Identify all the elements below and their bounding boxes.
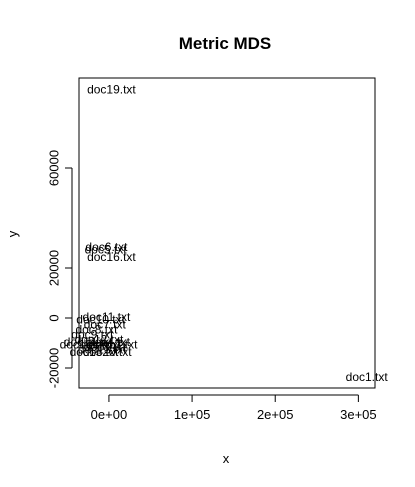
point-label: doc4.txt <box>88 335 131 349</box>
point-label: doc18.txt <box>60 338 109 352</box>
y-axis-label: y <box>5 230 20 237</box>
plot-frame <box>78 77 376 389</box>
point-label: doc7.txt <box>84 318 127 332</box>
x-tick-label: 3e+05 <box>340 407 377 422</box>
chart-title: Metric MDS <box>179 34 272 53</box>
y-axis: -20000 0 20000 60000 <box>46 150 73 388</box>
point-label: doc12.txt <box>75 333 124 347</box>
x-axis: 0e+00 1e+05 2e+05 3e+05 <box>91 394 377 422</box>
point-label: doc11.txt <box>83 310 131 324</box>
point-label: doc14.txt <box>64 335 113 349</box>
y-tick-label: -20000 <box>46 348 61 388</box>
x-tick-label: 0e+00 <box>91 407 128 422</box>
point-label: doc9.txt <box>71 328 114 342</box>
point-label: doc5.txt <box>85 243 128 257</box>
point-label: doc1.txt <box>346 370 389 384</box>
point-label: doc16.txt <box>87 250 136 264</box>
point-label: doc3.txt <box>84 340 127 354</box>
point-label: doc20.txt <box>83 345 132 359</box>
point-label: doc6.txt <box>85 240 128 254</box>
point-label: doc17.txt <box>89 338 138 352</box>
point-label: doc10.txt <box>76 313 125 327</box>
point-label: doc2.txt <box>80 338 123 352</box>
x-tick-label: 1e+05 <box>174 407 211 422</box>
x-tick-label: 2e+05 <box>257 407 294 422</box>
point-label: doc15.txt <box>70 345 119 359</box>
y-tick-label: 0 <box>46 314 61 321</box>
point-label: doc8.txt <box>75 323 118 337</box>
point-label: doc13.txt <box>78 343 127 357</box>
y-tick-label: 20000 <box>46 250 61 286</box>
point-label: doc19.txt <box>87 83 136 97</box>
x-axis-label: x <box>223 451 230 466</box>
y-tick-label: 60000 <box>46 150 61 186</box>
